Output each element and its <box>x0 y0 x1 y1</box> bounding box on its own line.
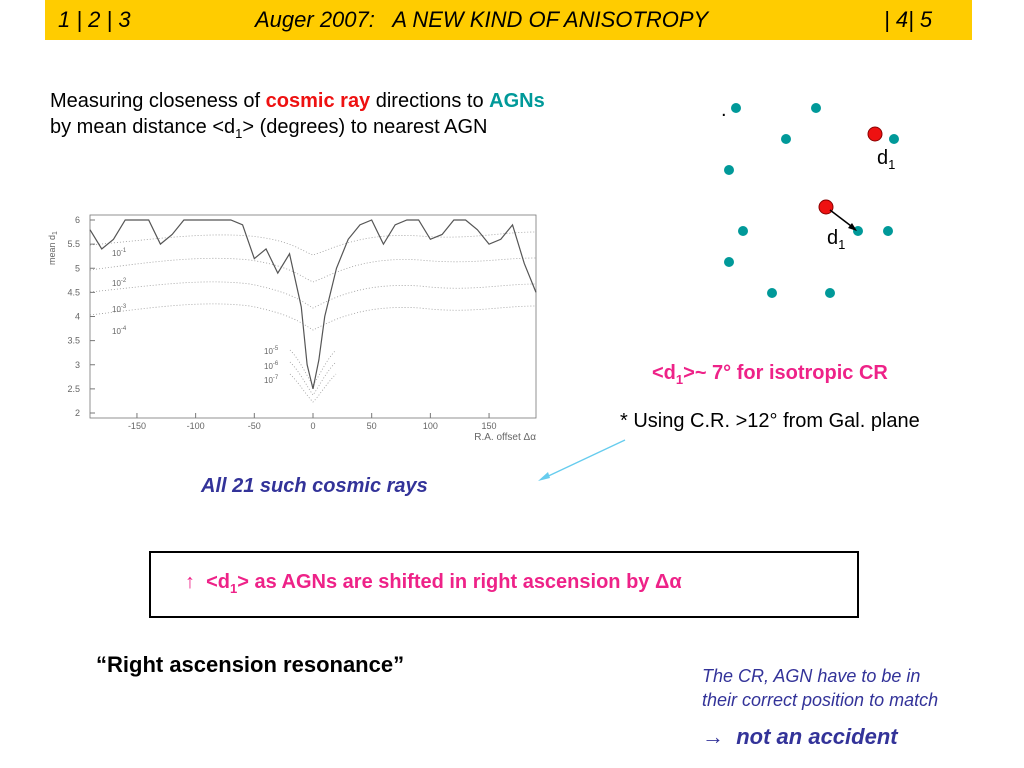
text: -6 <box>273 361 279 367</box>
intro: Measuring closeness of cosmic ray direct… <box>50 88 545 147</box>
all21: All 21 such cosmic rays <box>201 475 428 497</box>
box-text: ↑ <d1> as AGNs are shifted in right asce… <box>185 571 682 596</box>
curve-label: 10-1 <box>112 248 127 258</box>
chart: 2 2.5 3 3.5 4 4.5 5 5.5 6 -150 -100 -50 0 50 100 150R.A… <box>47 214 537 443</box>
text: > as AGNs are shifted in right ascension… <box>237 571 682 593</box>
header-bar <box>45 0 972 40</box>
curve-label: 10-7 <box>264 375 279 385</box>
text: 10 <box>264 376 273 385</box>
y-tick-label: 3 <box>75 360 80 370</box>
d1-sub: 1 <box>888 157 895 172</box>
text: cosmic ray <box>265 90 371 112</box>
x-tick-label: 150 <box>482 421 497 431</box>
curve-label: 10-6 <box>264 361 279 371</box>
y-tick-label: 2 <box>75 408 80 418</box>
text: directions to <box>370 90 490 112</box>
diagram-cr <box>818 126 883 215</box>
text: > (degrees) to nearest AGN <box>242 116 488 138</box>
text: -5 <box>273 346 279 352</box>
text: 1 <box>235 126 243 141</box>
y-tick-label: 3.5 <box>67 336 80 346</box>
text: not an accident <box>736 724 898 749</box>
d1-text: d <box>877 147 888 169</box>
text: 1 <box>230 581 238 596</box>
text: ↑ <d <box>185 571 231 593</box>
curve-label: 10-5 <box>264 346 279 356</box>
data-line <box>89 219 537 390</box>
footnote-conclusion: → not an accident <box>702 724 898 750</box>
text: 10 <box>264 347 273 356</box>
text: mean d <box>47 235 57 265</box>
text: Measuring closeness of <box>50 90 266 112</box>
d1-label: d1 <box>827 227 845 252</box>
header-nav: 1 | 2 | 3 <box>58 7 131 32</box>
footnote: The CR, AGN have to be in their correct p… <box>702 664 938 712</box>
text: -4 <box>121 326 127 332</box>
y-tick-label: 4.5 <box>67 287 80 297</box>
curve-label: 10-4 <box>112 326 127 336</box>
curve-label: 10-3 <box>112 304 127 314</box>
y-tick-label: 6 <box>75 215 80 225</box>
text: 1 <box>52 231 59 235</box>
d1-arrowhead <box>848 223 857 231</box>
d1-sub: 1 <box>838 237 845 252</box>
result-box <box>149 551 859 618</box>
text: 10 <box>112 327 121 336</box>
x-tick-label: -100 <box>187 421 205 431</box>
text: <d <box>652 362 676 384</box>
dotted-curves <box>89 231 537 403</box>
text: their correct position to match <box>702 690 939 710</box>
text: -1 <box>121 248 127 254</box>
x-tick-label: 0 <box>310 421 315 431</box>
y-tick-label: 5.5 <box>67 239 80 249</box>
diagram-dots <box>724 103 899 298</box>
pointer-arrowhead <box>538 472 550 481</box>
x-tick-label: -50 <box>248 421 261 431</box>
text: -3 <box>121 304 127 310</box>
text: 10 <box>112 279 121 288</box>
text: 10 <box>264 362 273 371</box>
x-tick-label: 50 <box>367 421 377 431</box>
x-axis-label: R.A. offset Δα <box>474 432 536 443</box>
d1-label: d1 <box>877 147 895 172</box>
note: * Using C.R. >12° from Gal. plane <box>620 410 920 432</box>
x-tick-label: -150 <box>128 421 146 431</box>
header-title: Auger 2007: A NEW KIND OF ANISOTROPY <box>255 7 709 32</box>
text: >~ 7° for isotropic CR <box>683 362 888 384</box>
diagram-dot-text: . <box>721 99 727 121</box>
curve-label: 10-2 <box>112 278 127 288</box>
text: The CR, AGN have to be in <box>702 666 921 686</box>
text: -7 <box>273 375 279 381</box>
text: 10 <box>112 305 121 314</box>
text: AGNs <box>489 90 545 112</box>
y-axis-label: mean d1 <box>47 231 59 265</box>
pointer-arrow <box>541 439 626 480</box>
header-nav: | 4| 5 <box>884 7 933 32</box>
text: 1 <box>675 372 684 387</box>
isotropic: <d1>~ 7° for isotropic CR <box>652 362 888 387</box>
text: → <box>702 724 724 749</box>
text: -2 <box>121 278 127 284</box>
y-tick-label: 5 <box>75 263 80 273</box>
y-tick-label: 4 <box>75 312 80 322</box>
text: 10 <box>112 249 121 258</box>
text: by mean distance <d <box>50 116 236 138</box>
y-tick-label: 2.5 <box>67 384 80 394</box>
d1-text: d <box>827 227 838 249</box>
resonance: “Right ascension resonance” <box>96 652 405 677</box>
x-tick-label: 100 <box>423 421 438 431</box>
